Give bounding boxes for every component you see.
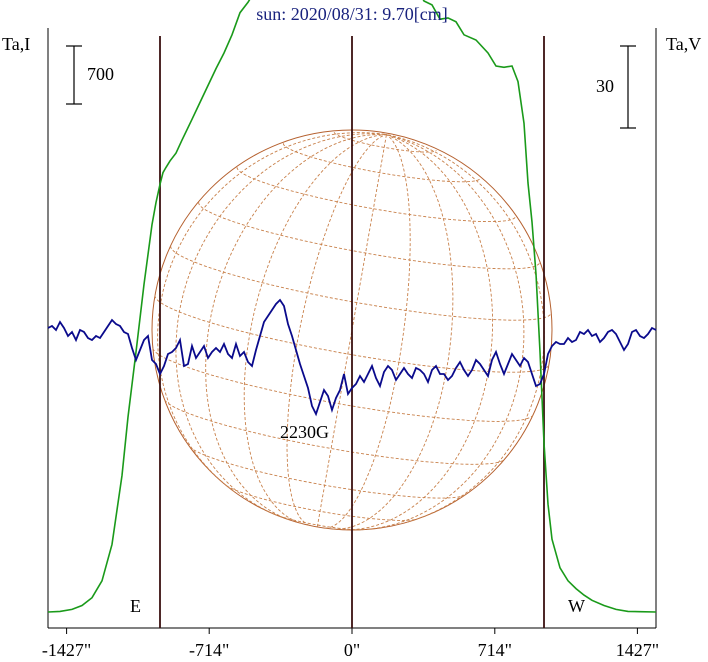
polarization-curve <box>47 298 657 417</box>
latitude-line <box>164 399 505 465</box>
longitude-line <box>157 132 387 493</box>
x-tick-label: 1427" <box>616 640 659 660</box>
heliographic-grid <box>152 132 552 531</box>
latitude-line <box>152 348 534 422</box>
left-axis-label: Ta,I <box>2 34 30 54</box>
limb-markers <box>159 36 545 628</box>
longitude-line <box>325 134 411 529</box>
polarization-scale-value: 30 <box>596 76 614 96</box>
longitude-line <box>362 134 525 531</box>
latitude-line <box>170 245 552 321</box>
west-limb-label: W <box>568 596 585 616</box>
x-tick-label: -714" <box>189 640 229 660</box>
longitude-line <box>243 134 387 525</box>
latitude-line <box>226 485 417 521</box>
intensity-curve <box>47 0 657 613</box>
solar-disk <box>151 129 553 531</box>
longitude-line <box>175 133 387 515</box>
intensity-scale-bar: 700 <box>66 45 114 105</box>
right-axis-label: Ta,V <box>666 34 701 54</box>
source-annotation: 2230G <box>280 422 329 442</box>
longitude-line <box>346 134 494 531</box>
latitude-line <box>282 143 481 183</box>
intensity-scale-value: 700 <box>87 64 114 84</box>
longitude-line <box>316 134 387 527</box>
chart-title: sun: 2020/08/31: 9.70[cm] <box>256 4 448 24</box>
x-tick-label: 714" <box>478 640 512 660</box>
x-axis-ticks: -1427" -714" 0" 714" 1427" <box>42 628 659 660</box>
longitude-line <box>332 134 454 530</box>
longitude-line <box>286 134 387 526</box>
longitude-line <box>386 134 545 523</box>
polarization-scale-bar: 30 <box>596 45 636 129</box>
x-tick-label: -1427" <box>42 640 91 660</box>
x-tick-label: 0" <box>344 640 360 660</box>
east-limb-label: E <box>130 596 141 616</box>
longitude-line <box>205 133 387 521</box>
latitude-line <box>273 513 363 531</box>
latitude-line <box>198 202 541 270</box>
